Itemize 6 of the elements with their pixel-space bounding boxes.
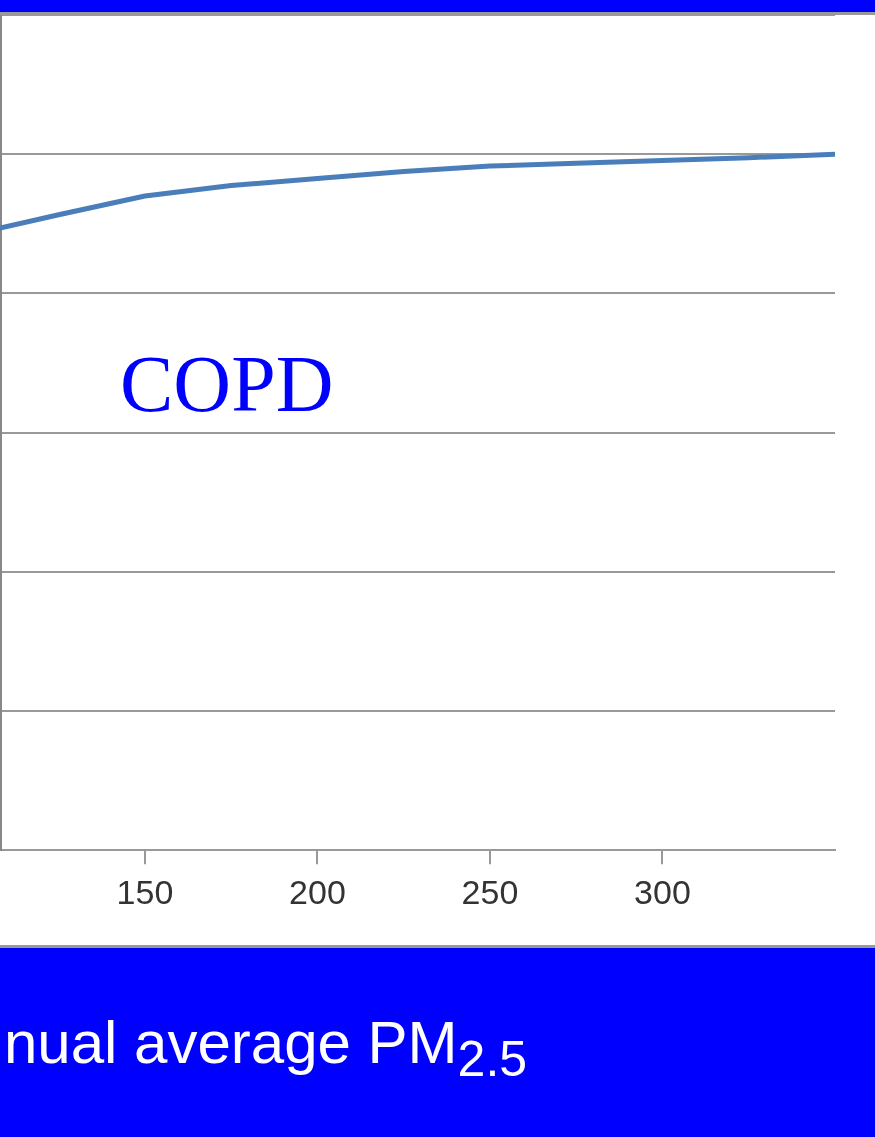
x-tick-label: 200	[289, 872, 346, 911]
x-tick-label: 250	[461, 872, 519, 911]
x-axis-title: nual average PM$_{2.5}$	[4, 1008, 528, 1088]
annotation: COPD	[120, 340, 334, 429]
x-tick-label: 300	[634, 872, 691, 911]
x-tick-label: 150	[116, 872, 174, 911]
